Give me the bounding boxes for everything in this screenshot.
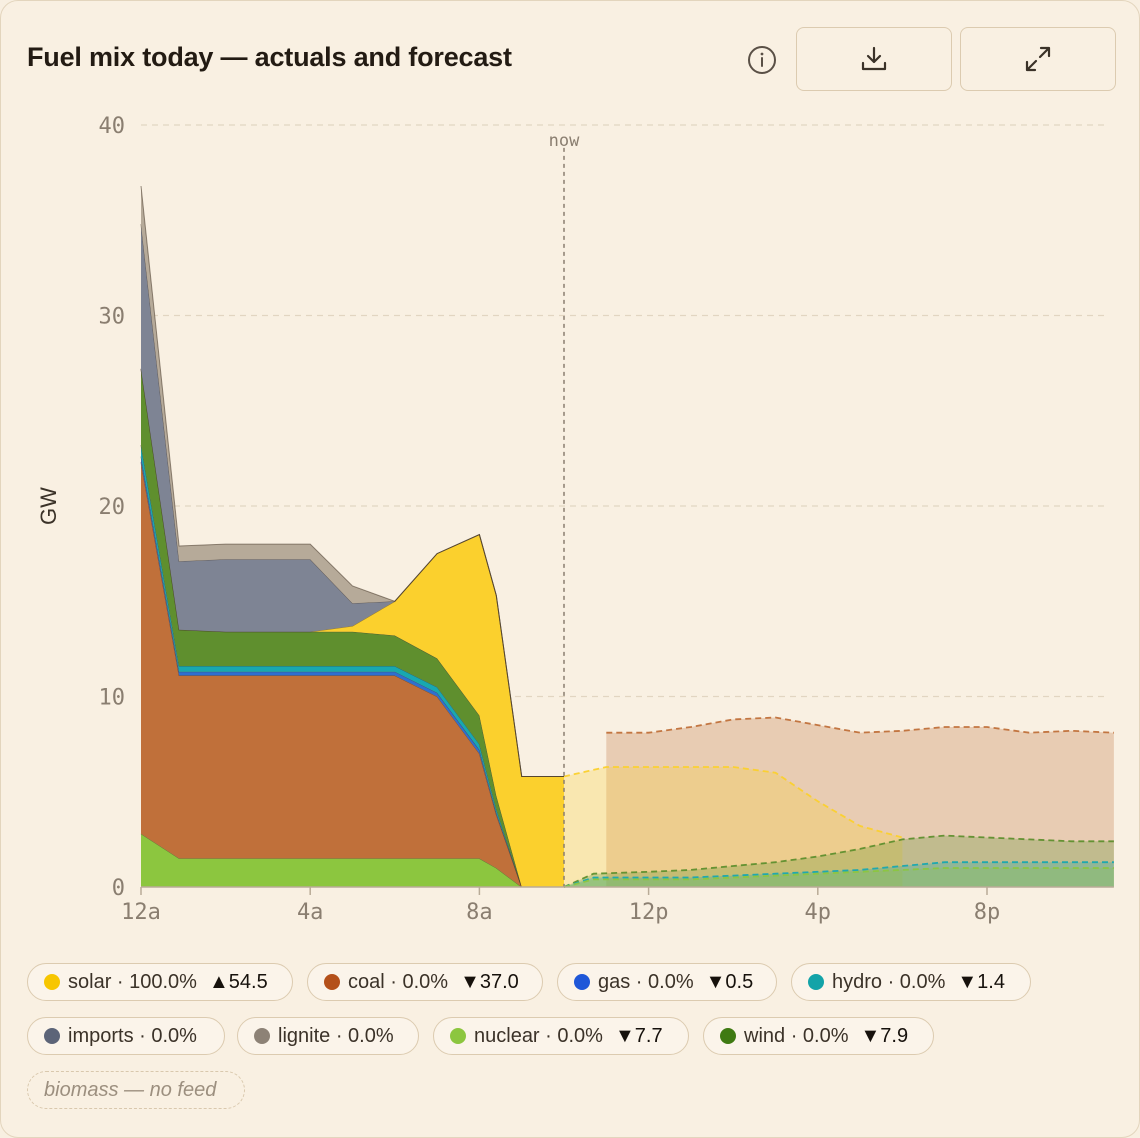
fuel-mix-chart: 0 10 20 30 40 GW now 12a 4a 8a 12p 4p 8p — [36, 114, 1114, 925]
legend-delta: ▼37.0 — [460, 970, 519, 993]
legend-swatch — [720, 1028, 736, 1044]
download-button[interactable] — [796, 27, 952, 91]
legend-swatch — [254, 1028, 270, 1044]
legend-item-biomass-nofeed: biomass — no feed — [27, 1071, 245, 1109]
legend-item[interactable]: coal · 0.0% ▼37.0 — [307, 963, 543, 1001]
legend-item[interactable]: wind · 0.0% ▼7.9 — [703, 1017, 934, 1055]
x-tick-label: 12p — [629, 900, 669, 925]
legend-label: gas · 0.0% — [598, 970, 694, 993]
forecast-area-coal — [606, 717, 1114, 887]
chart-title: Fuel mix today — actuals and forecast — [27, 42, 512, 72]
area-edge-lignite — [140, 185, 564, 777]
forecast-line-solar — [563, 766, 903, 839]
legend-swatch — [44, 974, 60, 990]
legend-delta: ▼0.5 — [705, 970, 754, 993]
legend-swatch — [324, 974, 340, 990]
legend-label: nuclear · 0.0% — [474, 1024, 603, 1047]
legend-delta: ▼7.9 — [860, 1024, 909, 1047]
forecast-area-solar — [564, 767, 903, 887]
x-tick-label: 8p — [974, 900, 1001, 925]
expand-button[interactable] — [960, 27, 1116, 91]
legend-label: wind · 0.0% — [744, 1024, 849, 1047]
legend-item[interactable]: gas · 0.0% ▼0.5 — [557, 963, 777, 1001]
legend-label: hydro · 0.0% — [832, 970, 946, 993]
legend-label: coal · 0.0% — [348, 970, 449, 993]
y-tick-label: 30 — [99, 305, 126, 330]
y-tick-label: 0 — [112, 876, 125, 901]
legend-label: lignite · 0.0% — [278, 1024, 394, 1047]
y-tick-label: 40 — [99, 114, 126, 139]
download-icon — [861, 46, 887, 71]
forecast-line-coal — [606, 716, 1114, 734]
now-label: now — [549, 131, 580, 151]
legend-item[interactable]: imports · 0.0% — [27, 1017, 225, 1055]
forecast-line-nuclear — [563, 867, 1114, 888]
y-axis-label: GW — [36, 487, 61, 525]
x-tick-label: 4p — [805, 900, 832, 925]
y-tick-label: 20 — [99, 495, 126, 520]
legend-delta: ▼1.4 — [957, 970, 1005, 993]
info-button[interactable] — [745, 43, 779, 77]
x-tick-label: 4a — [297, 900, 324, 925]
x-tick-label: 8a — [466, 900, 493, 925]
area-nuclear — [141, 833, 564, 887]
forecast-line-wind — [563, 834, 1114, 888]
legend-item[interactable]: solar · 100.0% ▲54.5 — [27, 963, 293, 1001]
legend-delta: ▲54.5 — [208, 970, 268, 993]
info-icon — [748, 46, 776, 74]
y-tick-label: 10 — [99, 686, 126, 711]
forecast-area-nuclear — [564, 868, 1114, 887]
expand-icon — [1025, 46, 1051, 72]
legend-delta: ▼7.7 — [614, 1024, 663, 1047]
legend-item[interactable]: nuclear · 0.0% ▼7.7 — [433, 1017, 689, 1055]
legend-label: imports · 0.0% — [68, 1024, 197, 1047]
area-coal — [141, 462, 564, 887]
forecast-line-hydro — [563, 861, 1114, 888]
x-tick-label: 12a — [121, 900, 161, 925]
legend-swatch — [808, 974, 824, 990]
legend-label: solar · 100.0% — [68, 970, 197, 993]
legend-swatch — [44, 1028, 60, 1044]
forecast-area-wind — [564, 835, 1114, 887]
area-solar — [141, 368, 564, 887]
legend-item[interactable]: lignite · 0.0% — [237, 1017, 419, 1055]
legend-swatch — [574, 974, 590, 990]
legend-item[interactable]: hydro · 0.0% ▼1.4 — [791, 963, 1031, 1001]
legend-swatch — [450, 1028, 466, 1044]
